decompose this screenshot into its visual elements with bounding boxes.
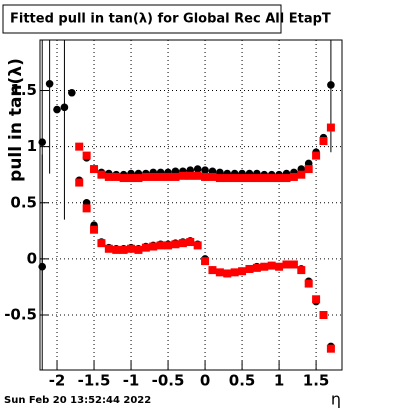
marker: [297, 170, 306, 179]
marker: [297, 266, 306, 275]
footer: Sun Feb 20 13:52:44 2022: [4, 395, 151, 406]
y-tick-label: -0.5: [4, 306, 37, 324]
marker: [289, 260, 298, 269]
marker: [289, 172, 298, 181]
marker: [193, 171, 202, 180]
marker: [238, 174, 247, 183]
marker: [326, 123, 335, 132]
marker: [260, 262, 269, 271]
marker: [208, 172, 217, 181]
marker: [252, 174, 261, 183]
marker: [178, 171, 187, 180]
marker: [304, 165, 313, 174]
marker: [134, 245, 143, 254]
marker: [223, 269, 232, 278]
y-tick-label: 1: [27, 137, 37, 155]
marker: [141, 243, 150, 252]
marker: [215, 268, 224, 277]
marker: [201, 166, 209, 175]
marker: [171, 240, 180, 249]
marker: [260, 174, 269, 183]
x-tick-label: -1: [123, 372, 140, 390]
marker: [267, 174, 276, 183]
marker: [312, 295, 321, 304]
marker: [275, 174, 284, 183]
marker: [223, 174, 232, 183]
marker: [60, 103, 69, 112]
marker: [38, 262, 47, 271]
marker: [127, 174, 136, 183]
marker: [141, 172, 150, 181]
y-tick-label: 1.5: [10, 81, 37, 99]
marker: [104, 172, 113, 181]
marker: [230, 174, 239, 183]
marker: [230, 268, 239, 277]
marker: [178, 239, 187, 248]
x-tick-label: 0: [200, 372, 210, 390]
marker: [134, 174, 143, 183]
x-tick-label: -2: [49, 372, 66, 390]
marker: [149, 242, 158, 251]
marker: [149, 172, 158, 181]
marker: [245, 174, 254, 183]
marker: [97, 239, 106, 248]
x-tick-label: -0.5: [152, 372, 185, 390]
marker: [193, 241, 202, 250]
x-axis-label: η: [331, 390, 341, 409]
marker: [312, 151, 321, 160]
marker: [156, 241, 165, 250]
marker: [90, 165, 99, 174]
marker: [327, 81, 335, 89]
marker: [201, 257, 210, 266]
marker: [97, 170, 106, 179]
marker: [326, 344, 335, 353]
marker: [275, 262, 284, 271]
marker: [164, 241, 173, 250]
marker: [304, 279, 313, 288]
marker: [282, 174, 291, 183]
y-tick-label: 0: [27, 249, 37, 267]
marker: [53, 105, 61, 114]
marker: [112, 172, 121, 181]
marker: [186, 238, 195, 247]
marker: [193, 165, 202, 173]
marker: [171, 172, 180, 181]
marker: [201, 172, 210, 181]
marker: [282, 260, 291, 269]
title-box: [2, 4, 282, 34]
marker: [127, 244, 136, 253]
marker: [252, 263, 261, 272]
marker: [119, 245, 128, 254]
marker: [45, 79, 54, 88]
marker: [245, 264, 254, 273]
marker: [208, 266, 217, 275]
marker: [68, 88, 76, 97]
marker: [75, 178, 84, 187]
marker: [90, 225, 99, 234]
x-tick-label: -1.5: [78, 372, 111, 390]
x-tick-label: 1: [274, 372, 284, 390]
y-axis-label: pull in tan(λ): [6, 58, 26, 182]
marker: [186, 171, 195, 180]
y-tick-label: 0.5: [10, 193, 37, 211]
marker: [238, 267, 247, 276]
marker: [319, 311, 328, 319]
plot-area: -2 -1.5 -1 -0.5 0 0.5 1 1.5 -0.5 0 0.5 1 1.5: [4, 39, 343, 390]
marker: [82, 204, 91, 213]
marker: [215, 174, 224, 183]
marker: [104, 244, 113, 253]
marker: [119, 174, 128, 183]
chart-title: Fitted pull in tan(λ) for Global Rec All…: [10, 12, 331, 27]
x-tick-label: 0.5: [229, 372, 256, 390]
marker: [156, 172, 165, 181]
marker: [75, 142, 84, 151]
marker: [319, 137, 328, 146]
x-tick-label: 1.5: [303, 372, 330, 390]
marker: [164, 172, 173, 181]
marker: [38, 138, 47, 146]
marker: [82, 151, 91, 160]
marker: [112, 245, 121, 254]
marker: [267, 261, 276, 270]
